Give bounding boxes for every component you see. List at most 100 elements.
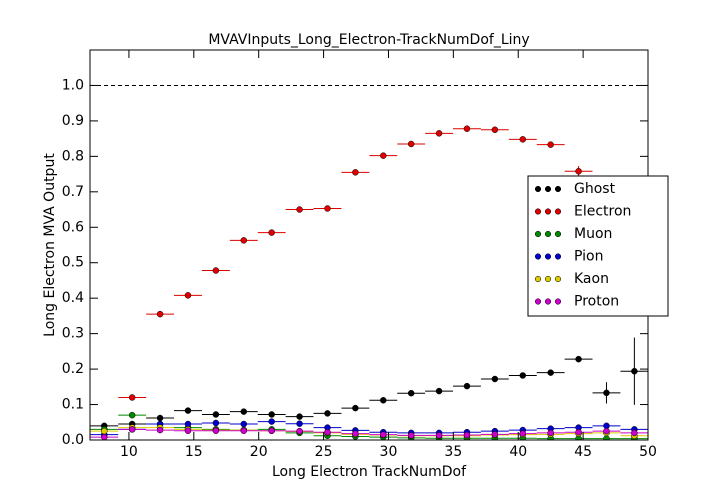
- point: [212, 267, 220, 274]
- legend-label: Proton: [574, 294, 619, 310]
- legend-marker: [544, 253, 552, 260]
- legend-marker: [534, 253, 542, 260]
- legend-marker: [544, 208, 552, 215]
- point: [575, 428, 582, 436]
- point: [240, 427, 248, 435]
- x-tick-label: 25: [315, 444, 333, 460]
- point: [212, 411, 220, 418]
- y-tick-label: 0.8: [62, 148, 84, 164]
- point: [575, 168, 582, 175]
- legend-marker: [544, 185, 552, 193]
- point: [212, 427, 220, 435]
- y-tick-label: 1.0: [62, 77, 84, 93]
- point: [184, 427, 192, 435]
- point: [380, 431, 387, 438]
- point: [156, 414, 164, 422]
- point: [352, 169, 359, 176]
- point: [631, 367, 638, 375]
- point: [575, 355, 582, 363]
- point: [519, 430, 527, 437]
- y-tick-label: 0.7: [62, 184, 84, 200]
- legend-marker: [534, 185, 542, 193]
- legend-marker: [554, 298, 562, 305]
- y-axis-label: Long Electron MVA Output: [42, 153, 58, 337]
- legend-marker: [544, 298, 552, 305]
- legend-marker: [554, 253, 562, 260]
- point: [268, 427, 275, 435]
- point: [603, 427, 610, 435]
- legend-marker: [534, 230, 542, 238]
- x-tick-label: 20: [250, 444, 268, 460]
- x-tick-label: 10: [120, 444, 138, 460]
- point: [435, 432, 443, 439]
- legend-marker: [554, 185, 562, 193]
- legend-label: Kaon: [574, 271, 609, 287]
- point: [407, 389, 415, 397]
- point: [128, 411, 136, 419]
- point: [519, 372, 527, 379]
- x-tick-label: 50: [639, 444, 657, 460]
- point: [324, 205, 331, 212]
- point: [352, 430, 359, 437]
- x-tick-label: 40: [509, 444, 527, 460]
- point: [491, 126, 499, 134]
- point: [128, 426, 136, 433]
- point: [603, 389, 610, 397]
- legend-marker: [554, 230, 562, 238]
- point: [268, 418, 275, 425]
- y-tick-label: 0.0: [62, 432, 84, 448]
- point: [380, 152, 387, 159]
- point: [296, 206, 303, 213]
- point: [631, 429, 638, 437]
- point: [491, 375, 499, 383]
- legend-label: Electron: [574, 204, 631, 220]
- y-tick-label: 0.4: [62, 290, 84, 306]
- point: [268, 229, 275, 236]
- legend-marker: [534, 275, 542, 283]
- point: [101, 433, 108, 440]
- point: [435, 130, 443, 137]
- y-tick-label: 0.2: [62, 361, 84, 377]
- point: [156, 310, 164, 318]
- plot-area: [90, 84, 648, 440]
- legend-box: [527, 175, 669, 317]
- point: [296, 413, 303, 420]
- point: [101, 427, 108, 435]
- legend-label: Muon: [574, 226, 612, 242]
- point: [324, 428, 331, 436]
- point: [240, 408, 248, 415]
- x-axis-label: Long Electron TrackNumDof: [272, 464, 467, 480]
- legend-marker: [534, 208, 542, 215]
- y-tick-label: 0.6: [62, 219, 84, 235]
- chart-title: MVAVInputs_Long_Electron-TrackNumDof_Lin…: [208, 32, 529, 48]
- point: [519, 136, 527, 143]
- legend-label: Ghost: [574, 181, 616, 197]
- point: [352, 404, 359, 412]
- legend-marker: [554, 208, 562, 215]
- y-tick-label: 0.3: [62, 326, 84, 342]
- legend-marker: [534, 298, 542, 305]
- point: [463, 125, 471, 132]
- x-tick-label: 15: [185, 444, 203, 460]
- point: [463, 382, 471, 390]
- point: [547, 141, 554, 148]
- point: [407, 140, 415, 148]
- legend-label: Pion: [574, 249, 603, 265]
- point: [156, 426, 164, 434]
- point: [547, 369, 554, 376]
- legend-marker: [554, 275, 562, 283]
- y-tick-label: 0.5: [62, 255, 84, 271]
- point: [240, 420, 248, 428]
- point: [463, 431, 471, 439]
- legend-marker: [544, 275, 552, 283]
- point: [407, 432, 415, 439]
- y-tick-label: 0.9: [62, 113, 84, 129]
- x-tick-label: 30: [380, 444, 398, 460]
- point: [240, 237, 248, 244]
- legend-marker: [544, 230, 552, 238]
- x-tick-label: 35: [444, 444, 462, 460]
- point: [324, 410, 331, 417]
- point: [184, 407, 192, 414]
- point: [184, 292, 192, 299]
